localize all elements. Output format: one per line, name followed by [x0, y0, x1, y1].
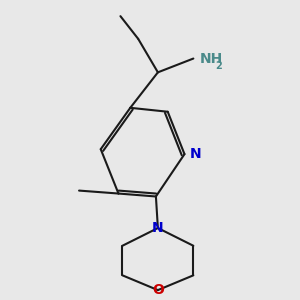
Text: NH: NH	[199, 52, 223, 65]
Text: O: O	[152, 283, 164, 297]
Text: N: N	[190, 147, 201, 161]
Text: 2: 2	[215, 61, 222, 71]
Text: N: N	[152, 221, 164, 235]
